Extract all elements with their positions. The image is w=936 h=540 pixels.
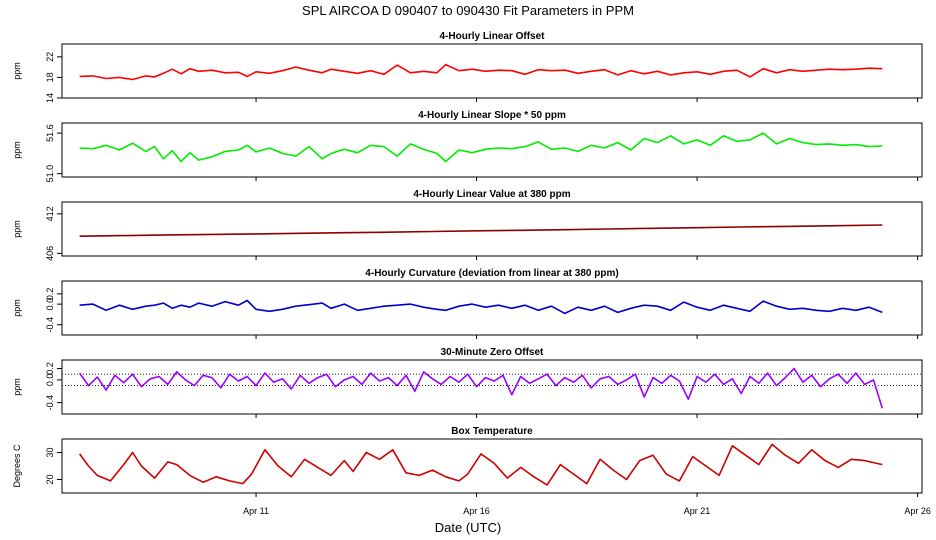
y-tick-label: 14 bbox=[45, 93, 55, 103]
panel-3: 4-Hourly Linear Value at 380 ppm ppm 406 41… bbox=[12, 189, 923, 261]
panel-frame bbox=[61, 122, 923, 178]
panel-2: 4-Hourly Linear Slope * 50 ppm ppm 51.0 51.… bbox=[12, 110, 923, 183]
panels: 4-Hourly Linear Offsetppm1418224-Hourly … bbox=[12, 31, 923, 497]
panel-1: 4-Hourly Linear Offset ppm 14 18 22 bbox=[12, 31, 923, 103]
panel-title: Box Temperature bbox=[451, 426, 533, 437]
y-tick-label: -0.4 bbox=[45, 317, 55, 333]
panel-title: 4-Hourly Linear Slope * 50 ppm bbox=[418, 110, 566, 121]
x-tick-label: Apr 11 bbox=[243, 506, 269, 516]
series-line bbox=[79, 63, 883, 81]
panel-title: 4-Hourly Linear Value at 380 ppm bbox=[413, 189, 570, 200]
y-tick-label: 0.0 bbox=[45, 374, 55, 387]
y-tick-label: -0.4 bbox=[45, 395, 55, 411]
y-tick-label: 30 bbox=[45, 447, 55, 457]
page-title: SPL AIRCOA D 090407 to 090430 Fit Parame… bbox=[302, 3, 634, 18]
panel-title: 4-Hourly Linear Offset bbox=[439, 31, 545, 42]
y-tick-label: 22 bbox=[45, 52, 55, 62]
x-tick-label: Apr 21 bbox=[684, 506, 711, 516]
panel-frame bbox=[61, 201, 923, 257]
panel-title: 4-Hourly Curvature (deviation from linea… bbox=[365, 268, 618, 279]
y-tick-label: 412 bbox=[45, 206, 55, 221]
y-axis-label: ppm bbox=[12, 141, 22, 159]
panel-frame bbox=[61, 280, 923, 336]
y-tick-label: 20 bbox=[45, 474, 55, 484]
series-line bbox=[79, 224, 883, 237]
y-tick-label: 0.0 bbox=[45, 298, 55, 311]
panel-5: 30-Minute Zero Offset ppm -0.4 0.00.2 bbox=[12, 347, 923, 418]
y-axis-label: ppm bbox=[12, 62, 22, 80]
x-tick-label: Apr 16 bbox=[463, 506, 490, 516]
panel-frame bbox=[61, 359, 923, 415]
series-line bbox=[78, 367, 884, 409]
y-tick-label: 406 bbox=[45, 246, 55, 261]
y-tick-label: 51.0 bbox=[45, 165, 55, 183]
y-tick-label: 0.2 bbox=[45, 362, 55, 375]
panel-4: 4-Hourly Curvature (deviation from linea… bbox=[12, 268, 923, 339]
y-axis-label: ppm bbox=[12, 299, 22, 317]
y-axis-label: Degrees C bbox=[12, 444, 22, 488]
y-tick-label: 18 bbox=[45, 72, 55, 82]
y-axis-label: ppm bbox=[12, 378, 22, 396]
panel-frame bbox=[61, 43, 923, 99]
series-line bbox=[79, 132, 883, 163]
panel-frame bbox=[61, 438, 923, 494]
x-axis: Apr 11 Apr 16 Apr 21 Apr 26 bbox=[243, 506, 931, 516]
x-axis-label: Date (UTC) bbox=[435, 520, 501, 535]
x-tick-label: Apr 26 bbox=[904, 506, 931, 516]
panel-title: 30-Minute Zero Offset bbox=[441, 347, 544, 358]
y-tick-label: 51.6 bbox=[45, 124, 55, 142]
series-line bbox=[78, 443, 883, 486]
y-tick-label: 0.2 bbox=[45, 288, 55, 301]
panel-6: Box Temperature Degrees C 20 30 bbox=[12, 426, 923, 497]
y-axis-label: ppm bbox=[12, 220, 22, 238]
series-line bbox=[79, 299, 883, 315]
